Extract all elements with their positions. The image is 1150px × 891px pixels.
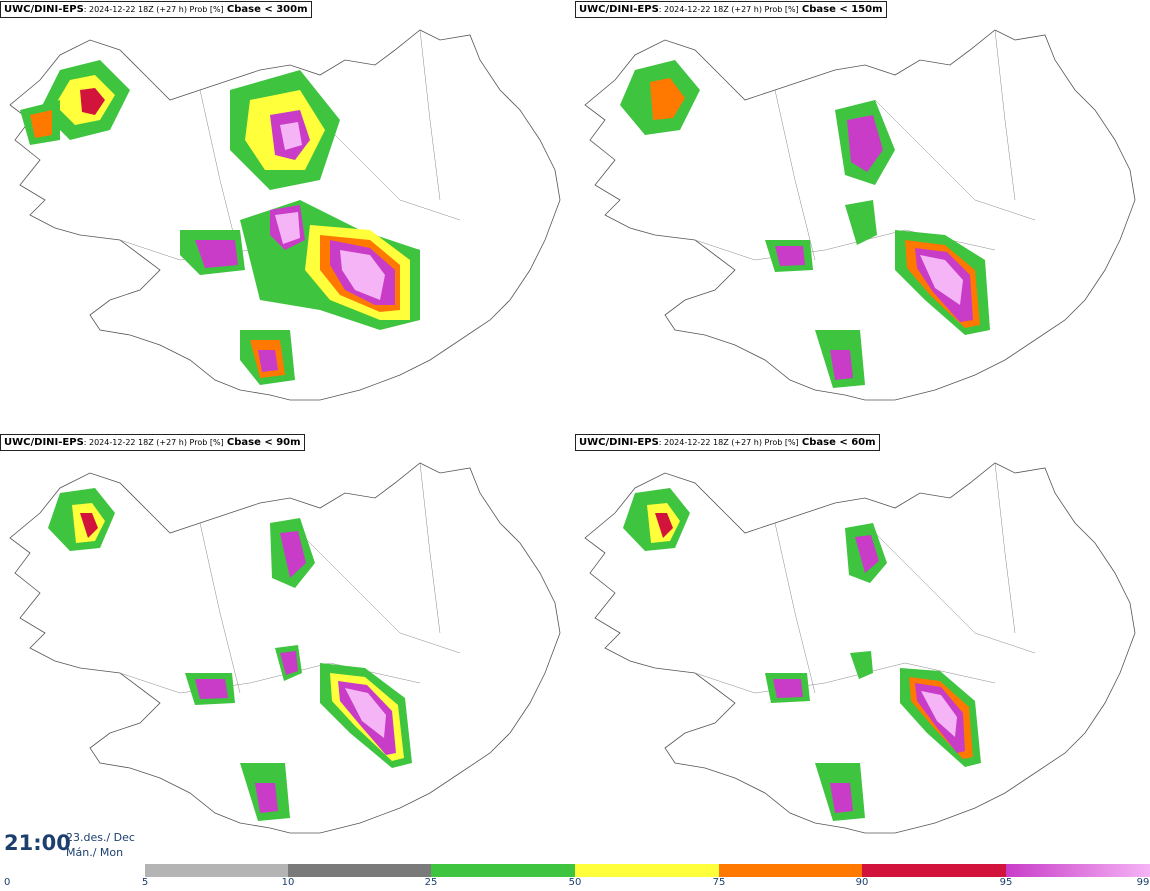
legend-tick: 0 — [4, 877, 11, 888]
valid-date: 23.des./ Dec — [66, 831, 135, 844]
panel-title: UWC/DINI-EPS: 2024-12-22 18Z (+27 h) Pro… — [0, 1, 312, 18]
run-meta: : 2024-12-22 18Z (+27 h) Prob [%] — [658, 5, 799, 14]
panel-title: UWC/DINI-EPS: 2024-12-22 18Z (+27 h) Pro… — [575, 434, 880, 451]
parameter-label: Cbase < 90m — [226, 437, 301, 448]
legend-tick: 90 — [855, 877, 869, 888]
probability-field — [20, 60, 420, 385]
legend-tick: 95 — [999, 877, 1013, 888]
probability-field — [620, 60, 990, 388]
legend-swatch — [431, 864, 575, 877]
model-name: UWC/DINI-EPS — [579, 4, 659, 15]
iceland-map — [584, 29, 1136, 401]
color-legend: 0 5 10 25 50 75 90 95 99 — [0, 862, 1150, 891]
parameter-label: Cbase < 60m — [801, 437, 876, 448]
iceland-map — [584, 462, 1136, 834]
map-panel-cbase-90: UWC/DINI-EPS: 2024-12-22 18Z (+27 h) Pro… — [0, 433, 575, 863]
model-name: UWC/DINI-EPS — [4, 4, 84, 15]
legend-swatch — [719, 864, 862, 877]
model-name: UWC/DINI-EPS — [4, 437, 84, 448]
panel-title: UWC/DINI-EPS: 2024-12-22 18Z (+27 h) Pro… — [0, 434, 305, 451]
panel-title: UWC/DINI-EPS: 2024-12-22 18Z (+27 h) Pro… — [575, 1, 887, 18]
legend-tick: 75 — [712, 877, 726, 888]
legend-tick: 25 — [424, 877, 438, 888]
map-panel-cbase-60: UWC/DINI-EPS: 2024-12-22 18Z (+27 h) Pro… — [575, 433, 1150, 863]
legend-swatch — [288, 864, 431, 877]
run-meta: : 2024-12-22 18Z (+27 h) Prob [%] — [658, 438, 799, 447]
legend-swatch — [575, 864, 719, 877]
legend-tick: 10 — [281, 877, 295, 888]
legend-tick: 50 — [568, 877, 582, 888]
legend-swatch — [862, 864, 1006, 877]
probability-field — [48, 488, 412, 821]
probability-field — [623, 488, 981, 821]
legend-tick: 5 — [141, 877, 149, 888]
valid-time: 21:00 — [4, 831, 71, 855]
model-name: UWC/DINI-EPS — [579, 437, 659, 448]
parameter-label: Cbase < 150m — [801, 4, 883, 15]
run-meta: : 2024-12-22 18Z (+27 h) Prob [%] — [83, 438, 224, 447]
map-panel-cbase-150: UWC/DINI-EPS: 2024-12-22 18Z (+27 h) Pro… — [575, 0, 1150, 430]
valid-weekday: Mán./ Mon — [66, 846, 124, 859]
legend-swatch — [145, 864, 288, 877]
map-panel-cbase-300: UWC/DINI-EPS: 2024-12-22 18Z (+27 h) Pro… — [0, 0, 575, 430]
iceland-map — [9, 29, 561, 401]
legend-swatch — [1006, 864, 1150, 877]
run-meta: : 2024-12-22 18Z (+27 h) Prob [%] — [83, 5, 224, 14]
iceland-map — [9, 462, 561, 834]
parameter-label: Cbase < 300m — [226, 4, 308, 15]
valid-time-box: 21:00 23.des./ Dec Mán./ Mon — [0, 828, 145, 862]
legend-tick: 99 — [1136, 877, 1150, 888]
